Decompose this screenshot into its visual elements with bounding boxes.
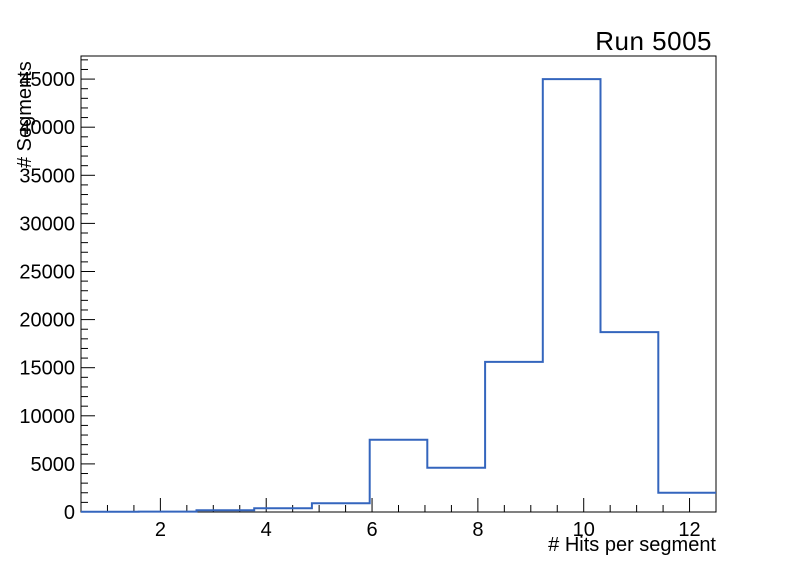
x-tick-label: 6 <box>366 519 377 541</box>
y-tick-label: 10000 <box>19 406 75 428</box>
y-tick-label: 35000 <box>19 165 75 187</box>
x-tick-label: 4 <box>261 519 272 541</box>
y-tick-label: 15000 <box>19 358 75 380</box>
x-tick-label: 2 <box>155 519 166 541</box>
axis-ticks <box>80 59 717 513</box>
y-tick-label: 40000 <box>19 117 75 139</box>
plot-frame <box>80 55 717 513</box>
plot-title: Run 5005 <box>595 26 712 56</box>
y-tick-label: 25000 <box>19 261 75 283</box>
axis-tick-labels: 2 4 6 8 10 12 0 5000 10000 15000 20000 25000 30000 35… <box>19 69 700 541</box>
y-tick-label: 30000 <box>19 213 75 235</box>
y-axis-title: # Segments <box>14 61 36 168</box>
y-tick-label: 0 <box>64 502 75 524</box>
x-tick-label: 12 <box>678 519 700 541</box>
y-tick-label: 5000 <box>31 454 76 476</box>
histogram-line <box>81 78 716 513</box>
x-tick-label: 10 <box>573 519 595 541</box>
x-axis-title: # Hits per segment <box>548 534 716 556</box>
x-tick-label: 8 <box>472 519 483 541</box>
y-tick-label: 20000 <box>19 310 75 332</box>
y-tick-label: 45000 <box>19 69 75 91</box>
